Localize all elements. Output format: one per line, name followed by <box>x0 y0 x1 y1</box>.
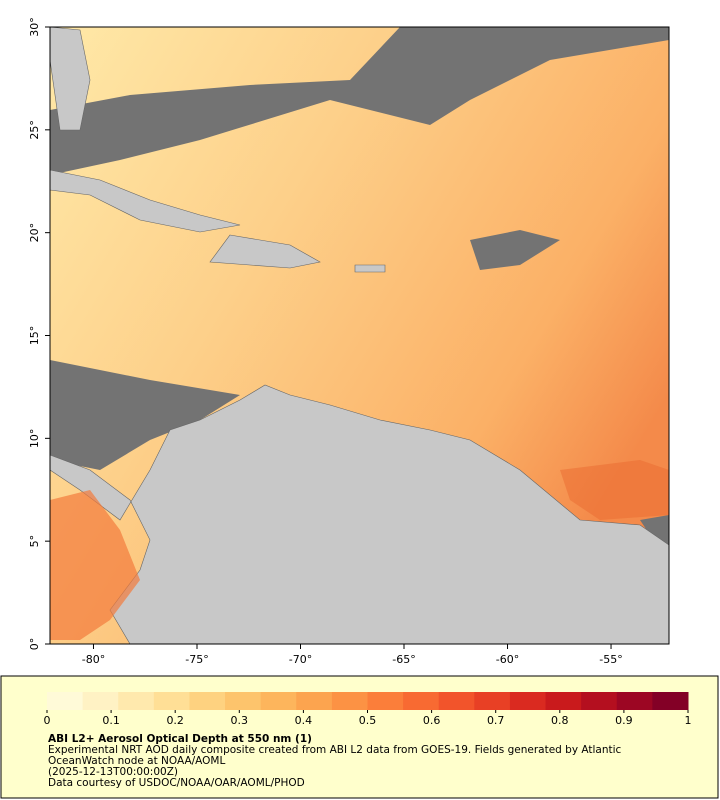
colorbar-tick-label: 0.7 <box>487 714 505 727</box>
colorbar-segment <box>545 692 582 710</box>
colorbar-tick-label: 0.1 <box>102 714 120 727</box>
colorbar-tick-label: 0.3 <box>231 714 249 727</box>
caption-line: OceanWatch node at NOAA/AOML <box>48 755 225 767</box>
x-tick-label: -65° <box>392 653 415 666</box>
colorbar-segment <box>652 692 689 710</box>
colorbar-tick-label: 0.4 <box>295 714 313 727</box>
colorbar-segment <box>47 692 84 710</box>
y-tick-label: 10° <box>28 429 41 449</box>
colorbar-tick-label: 1 <box>685 714 692 727</box>
y-tick-label: 30° <box>28 17 41 37</box>
colorbar-segment <box>474 692 511 710</box>
y-tick-label: 20° <box>28 223 41 243</box>
y-tick-label: 0° <box>28 638 41 651</box>
colorbar-tick-label: 0.5 <box>359 714 377 727</box>
colorbar-segment <box>509 692 547 710</box>
map-image <box>49 26 670 645</box>
x-tick-label: -60° <box>496 653 519 666</box>
x-tick-label: -80° <box>82 653 105 666</box>
colorbar-segment <box>296 692 333 710</box>
y-tick-label: 15° <box>28 326 41 346</box>
colorbar-segment <box>153 692 190 710</box>
x-tick-label: -70° <box>289 653 312 666</box>
colorbar-segment <box>225 692 262 710</box>
colorbar-tick-label: 0.8 <box>551 714 569 727</box>
colorbar-segment <box>331 692 368 710</box>
y-tick-label: 25° <box>28 120 41 140</box>
colorbar-tick-label: 0.6 <box>423 714 441 727</box>
caption-title: ABI L2+ Aerosol Optical Depth at 550 nm … <box>48 733 312 745</box>
colorbar-segment <box>189 692 226 710</box>
colorbar-tick-label: 0.2 <box>166 714 184 727</box>
colorbar-segment <box>260 692 297 710</box>
colorbar-segment <box>581 692 618 710</box>
colorbar-segment <box>367 692 404 710</box>
colorbar-segment <box>403 692 440 710</box>
caption-line: Data courtesy of USDOC/NOAA/OAR/AOML/PHO… <box>48 777 305 789</box>
colorbar-segment <box>82 692 119 710</box>
caption-line: Experimental NRT AOD daily composite cre… <box>48 744 622 756</box>
y-tick-label: 5° <box>28 535 41 548</box>
colorbar-segment <box>118 692 155 710</box>
colorbar-segment <box>438 692 475 710</box>
x-tick-label: -55° <box>599 653 622 666</box>
colorbar-segment <box>616 692 653 710</box>
colorbar-tick-label: 0 <box>44 714 51 727</box>
caption-line: (2025-12-13T00:00:00Z) <box>48 766 178 778</box>
x-tick-label: -75° <box>185 653 208 666</box>
colorbar-tick-label: 0.9 <box>615 714 633 727</box>
